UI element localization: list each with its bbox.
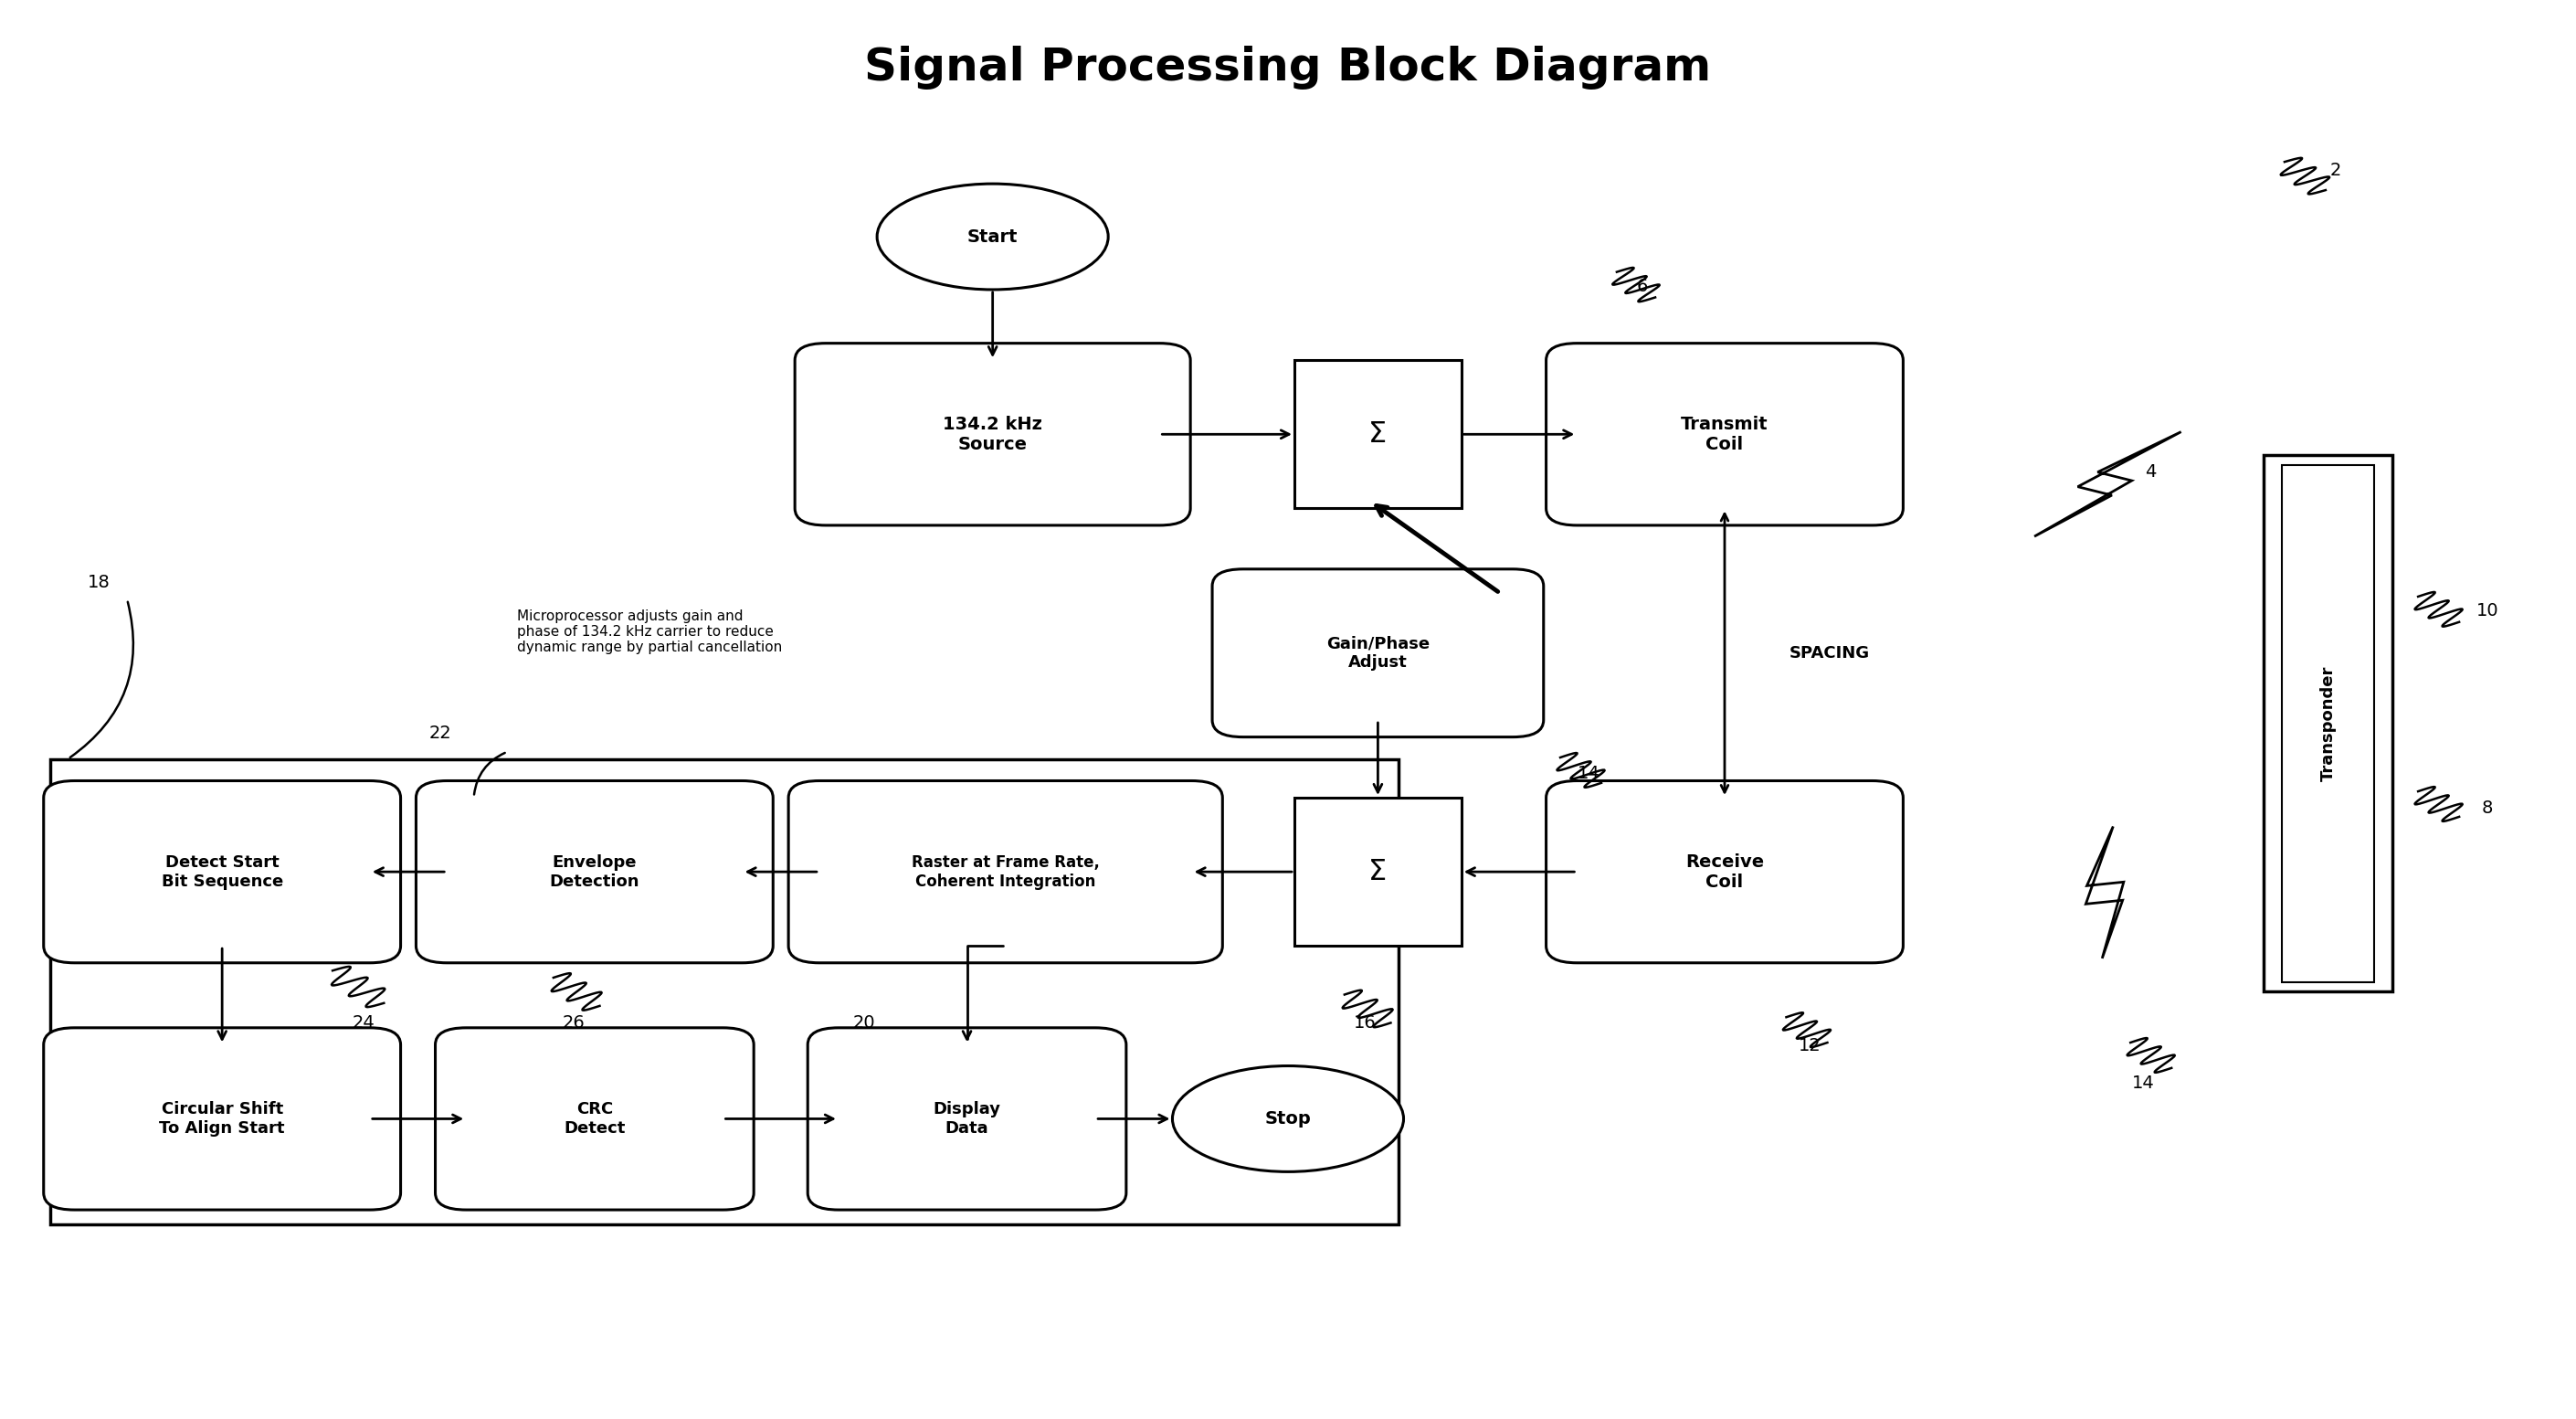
Text: 14: 14 [2133, 1074, 2154, 1093]
Text: Receive
Coil: Receive Coil [1685, 853, 1765, 891]
FancyBboxPatch shape [1546, 343, 1904, 525]
Text: 24: 24 [353, 1015, 374, 1032]
FancyBboxPatch shape [417, 780, 773, 964]
Text: 6: 6 [1636, 277, 1649, 295]
Ellipse shape [1172, 1066, 1404, 1172]
Text: Transponder: Transponder [2321, 666, 2336, 782]
Text: 20: 20 [853, 1015, 876, 1032]
Text: 16: 16 [1355, 1015, 1376, 1032]
Text: 4: 4 [2146, 464, 2156, 481]
Bar [1293, 360, 1461, 508]
Text: Detect Start
Bit Sequence: Detect Start Bit Sequence [162, 854, 283, 890]
Text: CRC
Detect: CRC Detect [564, 1101, 626, 1137]
Text: Raster at Frame Rate,
Coherent Integration: Raster at Frame Rate, Coherent Integrati… [912, 854, 1100, 890]
Text: Σ: Σ [1368, 857, 1386, 885]
Text: Stop: Stop [1265, 1110, 1311, 1128]
Text: SPACING: SPACING [1788, 644, 1870, 661]
Text: Display
Data: Display Data [933, 1101, 999, 1137]
Text: 12: 12 [1798, 1037, 1821, 1054]
Bar [2264, 455, 2393, 992]
FancyBboxPatch shape [44, 780, 402, 964]
Text: 22: 22 [430, 725, 451, 742]
Text: Circular Shift
To Align Start: Circular Shift To Align Start [160, 1101, 286, 1137]
Text: 14: 14 [1577, 765, 1600, 782]
FancyBboxPatch shape [796, 343, 1190, 525]
Polygon shape [2087, 826, 2123, 958]
Text: Signal Processing Block Diagram: Signal Processing Block Diagram [866, 45, 1710, 89]
Text: Transmit
Coil: Transmit Coil [1682, 416, 1767, 453]
Bar [2282, 465, 2375, 982]
FancyBboxPatch shape [1213, 569, 1543, 736]
Polygon shape [2035, 431, 2182, 536]
Text: 10: 10 [2476, 602, 2499, 619]
Ellipse shape [876, 183, 1108, 289]
Text: Envelope
Detection: Envelope Detection [549, 854, 639, 890]
Text: 134.2 kHz
Source: 134.2 kHz Source [943, 416, 1043, 453]
Text: Microprocessor adjusts gain and
phase of 134.2 kHz carrier to reduce
dynamic ran: Microprocessor adjusts gain and phase of… [518, 609, 783, 654]
Text: Σ: Σ [1368, 420, 1386, 448]
Text: Gain/Phase
Adjust: Gain/Phase Adjust [1327, 636, 1430, 671]
Bar [1293, 797, 1461, 946]
FancyBboxPatch shape [435, 1027, 755, 1210]
Text: Start: Start [966, 228, 1018, 245]
FancyBboxPatch shape [1546, 780, 1904, 964]
Text: 18: 18 [88, 573, 111, 592]
Text: 26: 26 [562, 1015, 585, 1032]
Bar [49, 759, 1399, 1225]
FancyBboxPatch shape [788, 780, 1224, 964]
Text: 8: 8 [2481, 800, 2494, 817]
Text: 2: 2 [2331, 162, 2342, 179]
FancyBboxPatch shape [809, 1027, 1126, 1210]
FancyBboxPatch shape [44, 1027, 402, 1210]
